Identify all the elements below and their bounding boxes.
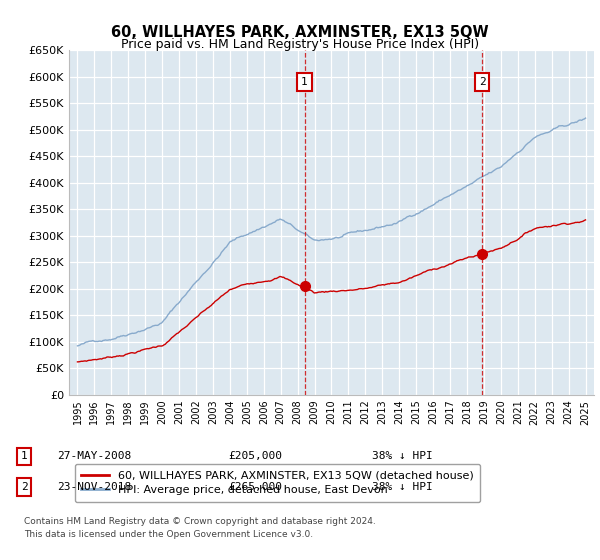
Legend: 60, WILLHAYES PARK, AXMINSTER, EX13 5QW (detached house), HPI: Average price, de: 60, WILLHAYES PARK, AXMINSTER, EX13 5QW … [74, 464, 481, 502]
Text: £205,000: £205,000 [228, 451, 282, 461]
Text: 60, WILLHAYES PARK, AXMINSTER, EX13 5QW: 60, WILLHAYES PARK, AXMINSTER, EX13 5QW [111, 25, 489, 40]
Text: 2: 2 [20, 482, 28, 492]
Text: Price paid vs. HM Land Registry's House Price Index (HPI): Price paid vs. HM Land Registry's House … [121, 38, 479, 51]
Text: 38% ↓ HPI: 38% ↓ HPI [372, 482, 433, 492]
Text: 2: 2 [479, 77, 485, 87]
Text: This data is licensed under the Open Government Licence v3.0.: This data is licensed under the Open Gov… [24, 530, 313, 539]
Text: 38% ↓ HPI: 38% ↓ HPI [372, 451, 433, 461]
Text: 23-NOV-2018: 23-NOV-2018 [57, 482, 131, 492]
Text: 27-MAY-2008: 27-MAY-2008 [57, 451, 131, 461]
Text: Contains HM Land Registry data © Crown copyright and database right 2024.: Contains HM Land Registry data © Crown c… [24, 517, 376, 526]
Text: £265,000: £265,000 [228, 482, 282, 492]
Text: 1: 1 [301, 77, 308, 87]
Text: 1: 1 [20, 451, 28, 461]
